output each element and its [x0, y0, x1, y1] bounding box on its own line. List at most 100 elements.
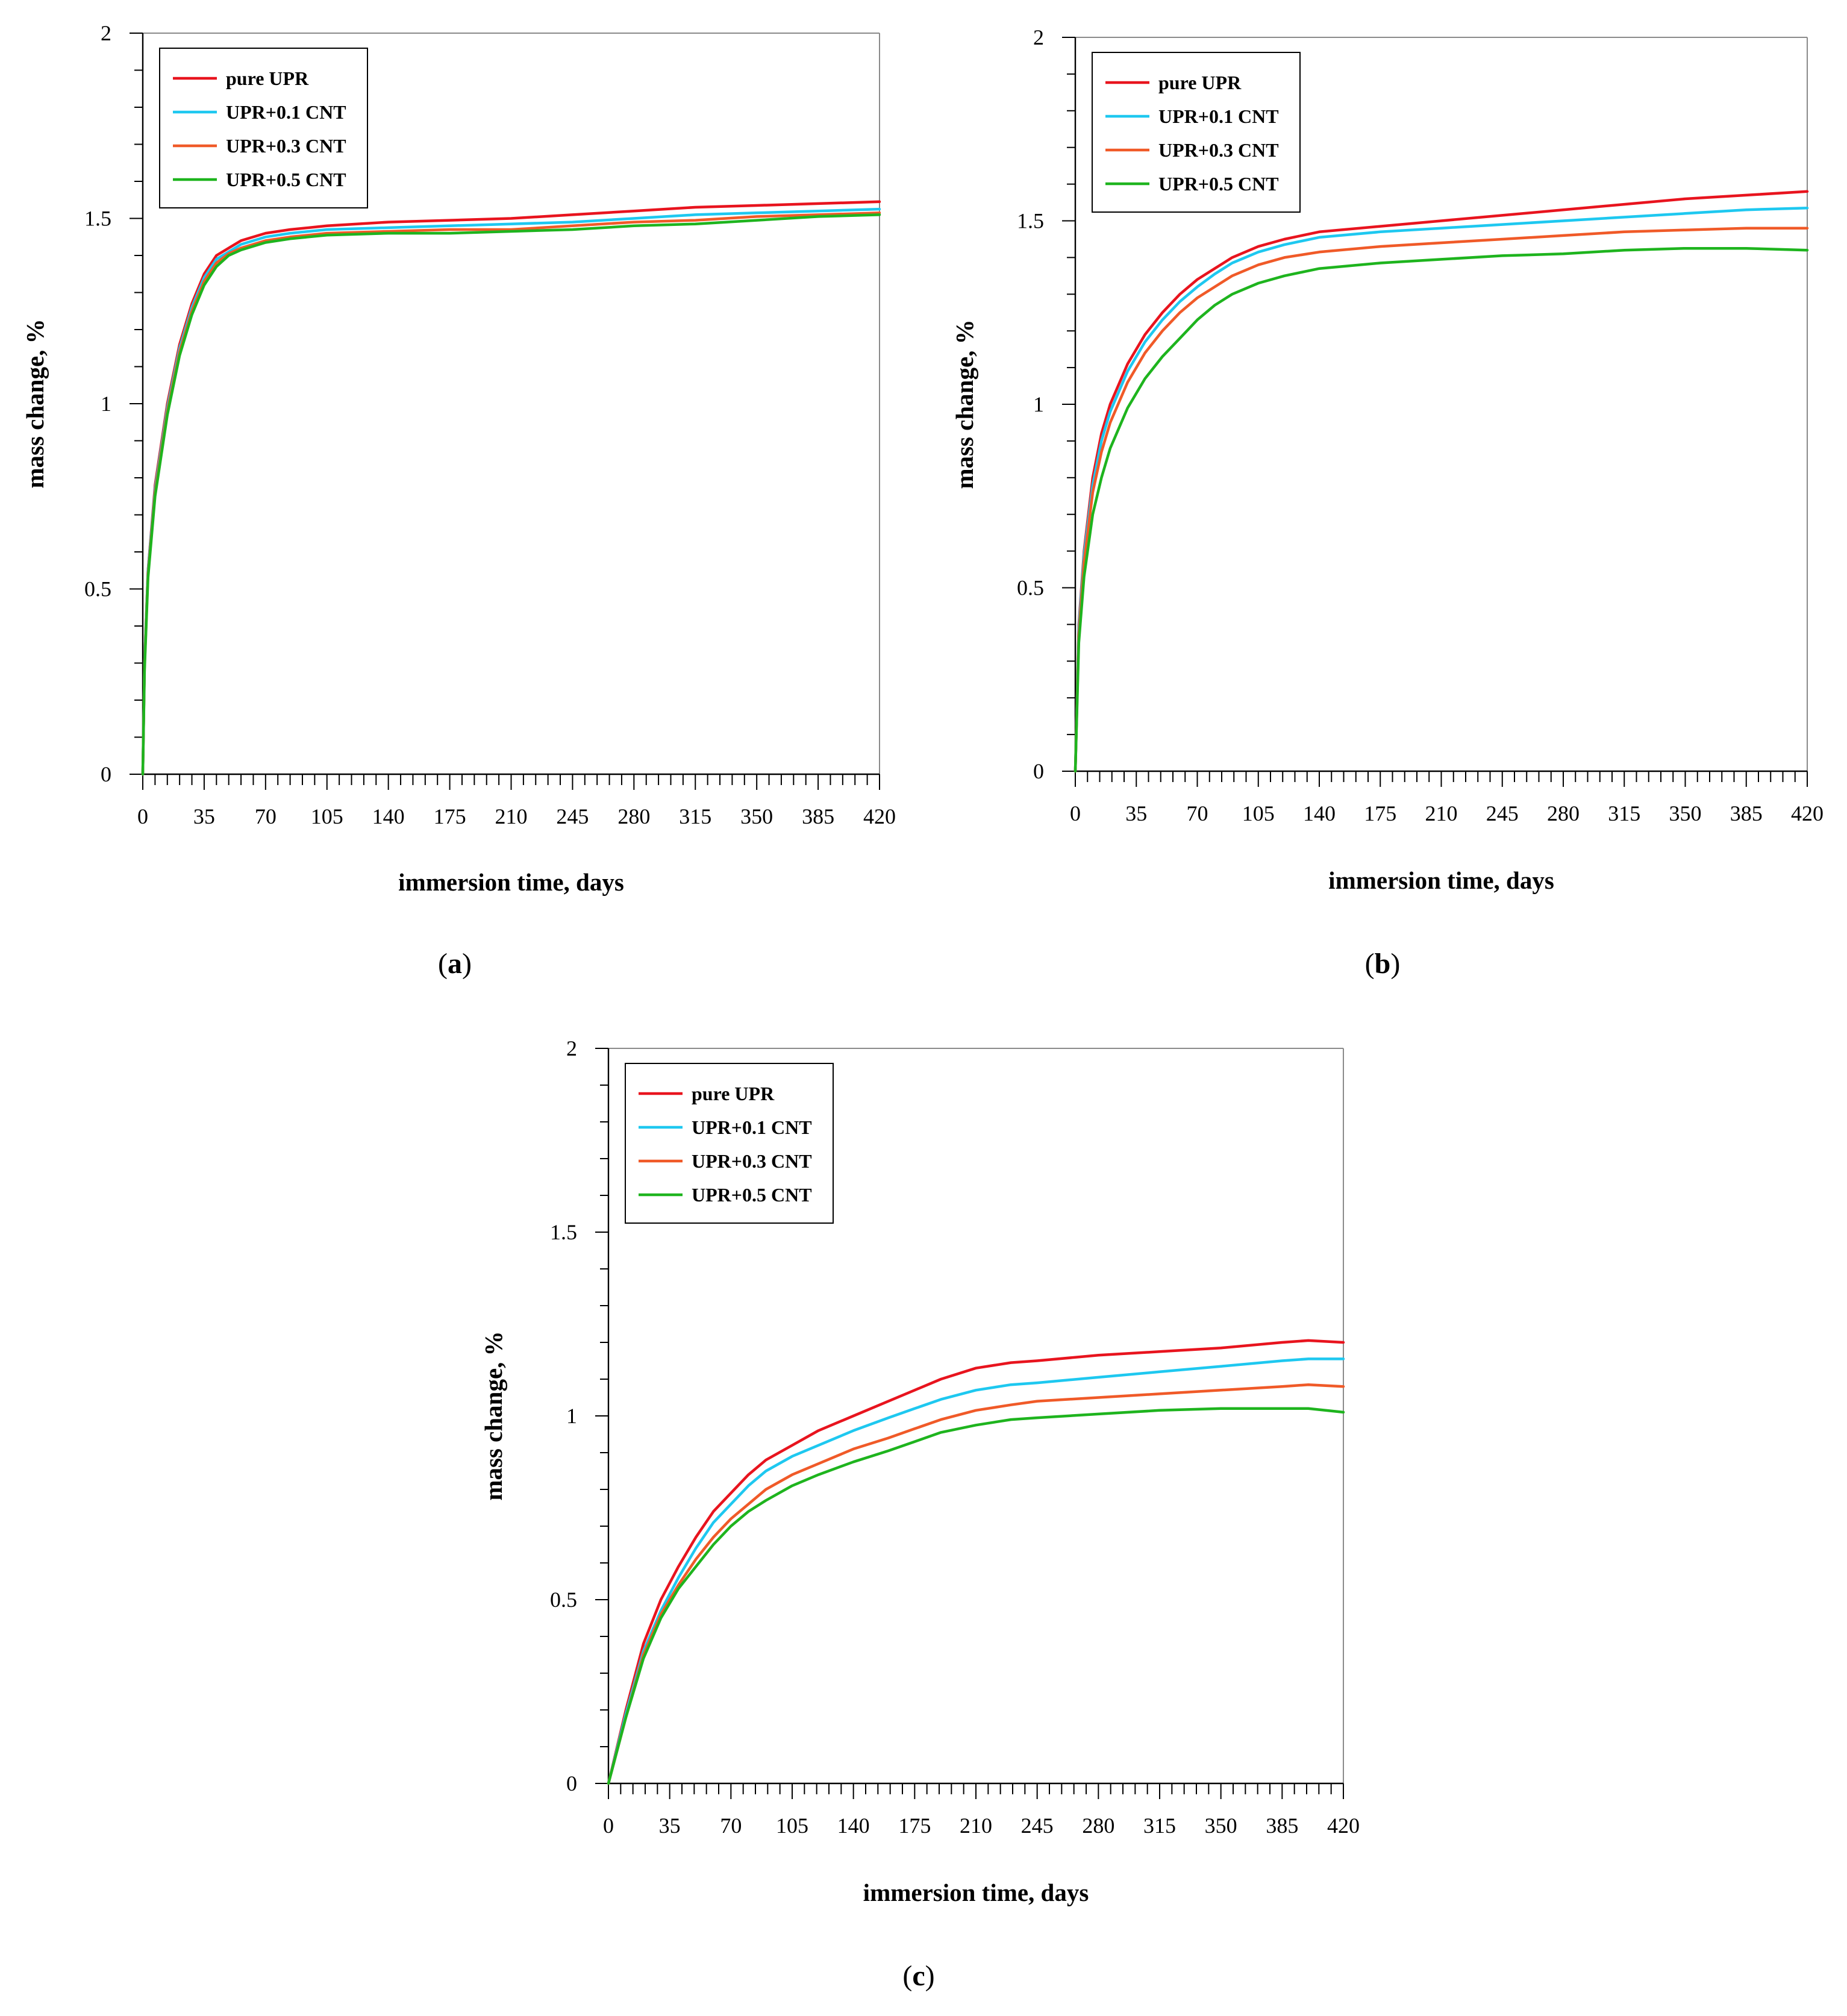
legend-box	[625, 1063, 834, 1224]
x-tick-label: 420	[863, 804, 896, 828]
y-tick-label: 0.5	[550, 1588, 577, 1612]
x-tick-label: 210	[960, 1814, 992, 1838]
x-tick-label: 280	[1547, 801, 1580, 825]
y-tick-label: 0.5	[1017, 576, 1044, 600]
series-line-upr-0-5-cnt	[607, 1407, 1345, 1785]
panel-label-c: (c)	[902, 1960, 934, 1992]
x-tick-label: 0	[1070, 801, 1081, 825]
x-tick-label: 175	[434, 804, 466, 828]
x-tick-label: 350	[1205, 1814, 1237, 1838]
panel-letter-c: c	[912, 1960, 925, 1992]
series-line-pure-upr	[141, 200, 881, 776]
legend-label: UPR+0.5 CNT	[226, 169, 346, 190]
y-tick-label: 0	[566, 1771, 577, 1795]
x-tick-label: 70	[1187, 801, 1208, 825]
x-tick-label: 105	[1242, 801, 1275, 825]
legend-label: UPR+0.3 CNT	[692, 1150, 812, 1172]
panel-letter-b: b	[1375, 948, 1391, 980]
legend-label: UPR+0.5 CNT	[1158, 173, 1279, 195]
axis-ticks-c: 0 0.5 1 1.5 2 0 35 70 105 140 175 210 245 280 315 350 38…	[550, 1036, 1360, 1838]
series-line-upr-0-1-cnt	[607, 1357, 1345, 1785]
x-tick-label: 175	[1364, 801, 1396, 825]
x-tick-label: 210	[495, 804, 528, 828]
series-line-upr-0-5-cnt	[141, 213, 881, 776]
chart-panel-a: 0 0.5 1 1.5 2 0 35 70 105 140 175 210 245 280 315 350 38…	[21, 21, 896, 980]
x-tick-label: 385	[1266, 1814, 1298, 1838]
x-axis-title-a: immersion time, days	[398, 868, 624, 896]
y-tick-label: 2	[566, 1036, 577, 1060]
panel-label-a: (a)	[438, 948, 472, 980]
x-tick-label: 35	[659, 1814, 681, 1838]
x-tick-label: 105	[776, 1814, 808, 1838]
legend-label: UPR+0.3 CNT	[1158, 139, 1279, 161]
y-tick-label: 1.5	[550, 1220, 577, 1244]
x-tick-label: 0	[603, 1814, 614, 1838]
axis-ticks-b: 0 0.5 1 1.5 2 0 35 70 105 140 175 210 245 280 315 350 38…	[1017, 25, 1824, 825]
x-tick-label: 140	[1303, 801, 1336, 825]
legend-label: UPR+0.1 CNT	[226, 101, 346, 123]
x-tick-label: 35	[193, 804, 215, 828]
legend-a: pure UPR UPR+0.1 CNT UPR+0.3 CNT UPR+0.5 CN…	[159, 48, 368, 208]
x-tick-label: 315	[679, 804, 711, 828]
x-tick-label: 210	[1425, 801, 1458, 825]
x-tick-label: 315	[1143, 1814, 1176, 1838]
x-tick-label: 420	[1791, 801, 1824, 825]
series-line-pure-upr	[607, 1339, 1345, 1785]
legend-box	[159, 48, 368, 208]
legend-label: UPR+0.3 CNT	[226, 135, 346, 157]
y-tick-label: 1	[566, 1404, 577, 1428]
panel-label-b: (b)	[1365, 948, 1401, 980]
series-line-upr-0-1-cnt	[141, 207, 881, 776]
y-axis-title-b: mass change, %	[951, 319, 978, 489]
series-line-upr-0-3-cnt	[607, 1383, 1345, 1785]
legend-label: UPR+0.5 CNT	[692, 1184, 812, 1206]
y-tick-label: 1	[101, 392, 111, 416]
y-tick-label: 0	[1033, 759, 1044, 783]
x-tick-label: 280	[617, 804, 650, 828]
x-tick-label: 350	[1669, 801, 1702, 825]
series-group-b	[1074, 190, 1809, 773]
y-tick-label: 0	[101, 762, 111, 786]
series-line-upr-0-1-cnt	[1074, 206, 1809, 773]
legend-label: UPR+0.1 CNT	[1158, 105, 1279, 127]
x-tick-label: 70	[255, 804, 277, 828]
series-group-a	[141, 200, 881, 776]
x-tick-label: 315	[1608, 801, 1640, 825]
axis-ticks-a: 0 0.5 1 1.5 2 0 35 70 105 140 175 210 245 280 315 350 38…	[84, 21, 896, 828]
x-tick-label: 105	[311, 804, 343, 828]
x-tick-label: 0	[137, 804, 148, 828]
x-tick-label: 280	[1082, 1814, 1114, 1838]
series-line-upr-0-3-cnt	[141, 211, 881, 776]
y-tick-label: 1.5	[84, 207, 111, 231]
series-group-c	[607, 1339, 1345, 1785]
chart-panel-c: 0 0.5 1 1.5 2 0 35 70 105 140 175 210 245 280 315 350 38…	[480, 1036, 1360, 1992]
series-line-upr-0-3-cnt	[1074, 227, 1809, 773]
y-tick-label: 1.5	[1017, 209, 1044, 233]
chart-panel-b: 0 0.5 1 1.5 2 0 35 70 105 140 175 210 245 280 315 350 38…	[951, 25, 1824, 980]
x-tick-label: 350	[740, 804, 773, 828]
legend-box	[1092, 52, 1301, 213]
y-axis-title-c: mass change, %	[480, 1331, 507, 1500]
legend-b: pure UPR UPR+0.1 CNT UPR+0.3 CNT UPR+0.5 CN…	[1092, 52, 1301, 213]
x-tick-label: 420	[1327, 1814, 1360, 1838]
x-axis-title-b: immersion time, days	[1328, 866, 1554, 894]
x-tick-label: 175	[898, 1814, 931, 1838]
legend-label: UPR+0.1 CNT	[692, 1116, 812, 1138]
legend-label: pure UPR	[692, 1083, 775, 1104]
x-tick-label: 140	[837, 1814, 870, 1838]
y-axis-title-a: mass change, %	[21, 319, 49, 488]
y-tick-label: 0.5	[84, 577, 111, 601]
x-tick-label: 70	[720, 1814, 742, 1838]
x-axis-title-c: immersion time, days	[863, 1879, 1089, 1906]
x-tick-label: 140	[372, 804, 405, 828]
legend-label: pure UPR	[1158, 72, 1242, 93]
x-tick-label: 245	[1486, 801, 1519, 825]
y-tick-label: 2	[1033, 25, 1044, 49]
y-tick-label: 1	[1033, 392, 1044, 416]
x-tick-label: 385	[1730, 801, 1763, 825]
x-tick-label: 35	[1125, 801, 1147, 825]
x-tick-label: 245	[1021, 1814, 1054, 1838]
x-tick-label: 245	[556, 804, 589, 828]
x-tick-label: 385	[802, 804, 834, 828]
